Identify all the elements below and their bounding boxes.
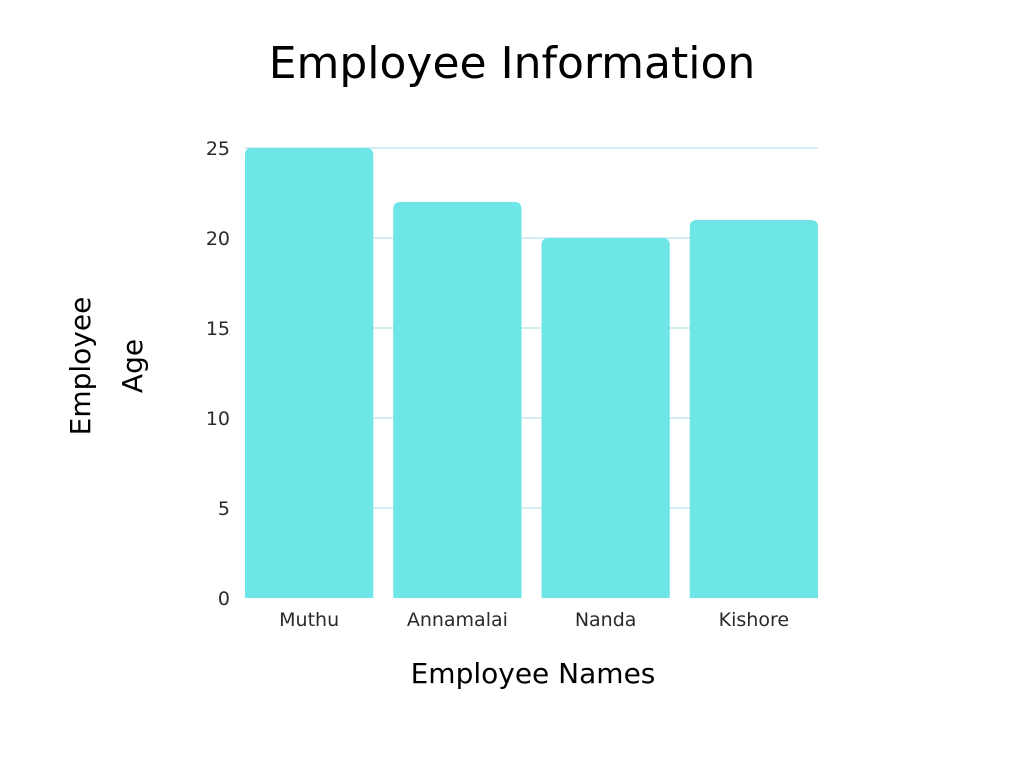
x-axis-categories: Muthu Annamalai Nanda Kishore xyxy=(279,609,789,631)
x-category-label: Kishore xyxy=(719,609,789,631)
y-axis-title: Employee Age xyxy=(64,297,149,436)
y-axis-title-line-1: Employee xyxy=(64,297,97,436)
bars xyxy=(245,148,818,598)
y-tick-label: 25 xyxy=(206,138,230,160)
x-category-label: Nanda xyxy=(575,609,637,631)
bar-kishore xyxy=(689,220,818,598)
bar-annamalai xyxy=(393,202,522,598)
y-tick-label: 10 xyxy=(206,408,230,430)
bar-nanda xyxy=(541,238,670,598)
y-tick-label: 15 xyxy=(206,318,230,340)
x-category-label: Muthu xyxy=(279,609,339,631)
y-axis-title-line-2: Age xyxy=(116,339,149,393)
bar-muthu xyxy=(245,148,374,598)
y-tick-label: 5 xyxy=(218,498,230,520)
x-axis-title: Employee Names xyxy=(411,657,656,690)
y-axis-ticks: 0 5 10 15 20 25 xyxy=(206,138,230,610)
x-category-label: Annamalai xyxy=(407,609,508,631)
y-tick-label: 20 xyxy=(206,228,230,250)
y-tick-label: 0 xyxy=(218,588,230,610)
chart-title: Employee Information xyxy=(269,38,756,89)
